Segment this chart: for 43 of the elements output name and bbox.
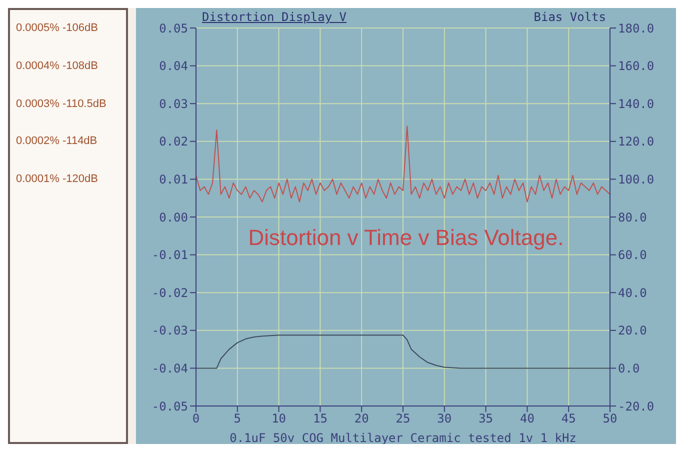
x-tick-label: 5 <box>234 412 242 426</box>
x-tick-label: 25 <box>396 412 410 426</box>
y2-tick-label: 60.0 <box>618 248 647 262</box>
y-tick-label: 0.02 <box>159 134 188 149</box>
text: 0.0005% -106dB <box>16 22 98 34</box>
text: 0.0003% -110.5dB <box>16 98 106 110</box>
y-tick-label: -0.03 <box>152 324 188 338</box>
y-tick-label: 0.05 <box>159 21 188 36</box>
y-tick-label: 0.01 <box>159 172 188 186</box>
y2-tick-label: 80.0 <box>618 210 647 224</box>
y2-tick-label: 140.0 <box>618 96 654 111</box>
x-tick-label: 15 <box>312 412 328 426</box>
line-series <box>196 334 610 369</box>
y-tick-label: -0.02 <box>152 286 188 300</box>
line-series <box>196 126 610 202</box>
y2-tick-label: -20.0 <box>618 399 654 414</box>
y-tick-label: -0.01 <box>152 248 188 262</box>
text: Distortion v Time v Bias Voltage. <box>248 224 564 250</box>
x-tick-label: 20 <box>354 412 369 426</box>
x-tick-label: 40 <box>520 412 534 426</box>
x-tick-label: 35 <box>478 412 494 426</box>
text: 0.0004% -108dB <box>16 60 98 72</box>
x-tick-label: 45 <box>561 412 576 426</box>
y2-tick-label: 0.0 <box>618 361 640 376</box>
y2-tick-label: 120.0 <box>618 134 654 149</box>
y-tick-label: -0.04 <box>152 361 188 376</box>
y2-tick-label: 20.0 <box>618 324 647 338</box>
text: 0.0001% -120dB <box>16 173 98 186</box>
y2-tick-label: 40.0 <box>618 286 647 300</box>
y-tick-label: 0.03 <box>159 96 188 111</box>
y-tick-label: 0.00 <box>159 210 188 224</box>
x-tick-label: 50 <box>602 412 618 426</box>
y-tick-label: -0.05 <box>152 399 188 414</box>
x-tick-label: 0 <box>192 412 200 426</box>
y2-tick-label: 100.0 <box>618 172 654 186</box>
y2-axis-title: Bias Volts <box>534 10 606 24</box>
y2-tick-label: 160.0 <box>618 59 654 74</box>
y2-tick-label: 180.0 <box>618 21 654 36</box>
y-tick-label: 0.04 <box>159 59 188 74</box>
x-tick-label: 10 <box>272 412 286 426</box>
text: 0.0002% -114dB <box>16 135 98 148</box>
x-tick-label: 30 <box>437 412 452 426</box>
chart-title: Distortion Display V <box>202 10 346 24</box>
